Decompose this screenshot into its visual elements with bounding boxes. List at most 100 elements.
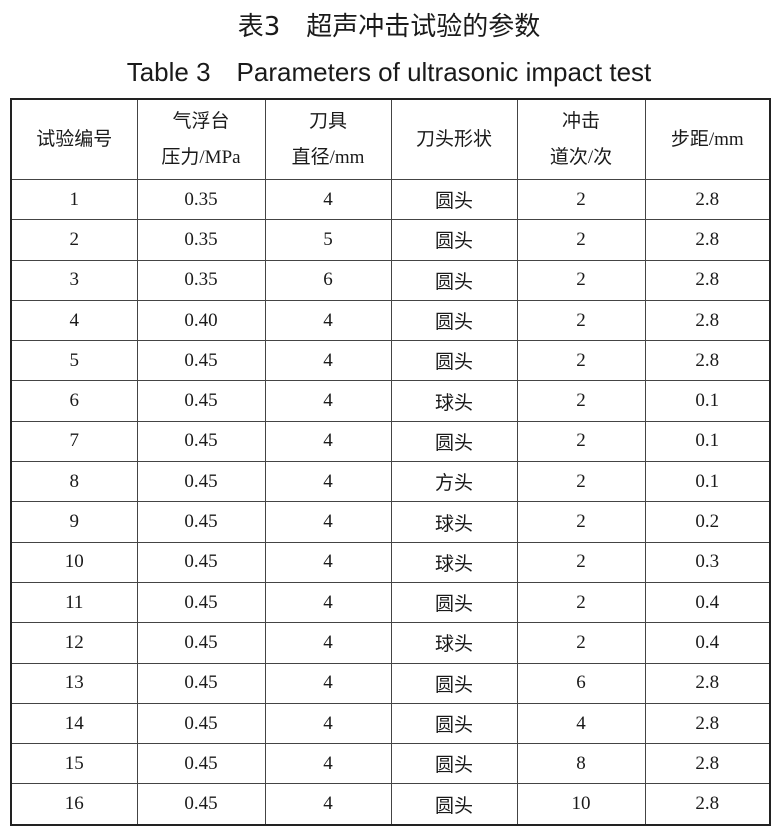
table-cell: 0.4 bbox=[644, 581, 771, 624]
table-cell: 14 bbox=[10, 702, 138, 745]
table-cell: 0.45 bbox=[136, 541, 266, 583]
table-cell: 4 bbox=[264, 420, 392, 463]
table-cell: 2 bbox=[516, 299, 646, 342]
table-cell: 2 bbox=[516, 420, 646, 463]
table-cell: 12 bbox=[10, 622, 138, 664]
table-cell: 10 bbox=[10, 541, 138, 583]
table-cell: 0.4 bbox=[644, 622, 771, 664]
table-cell: 8 bbox=[516, 743, 646, 785]
table-cell: 4 bbox=[264, 541, 392, 583]
table-row: 9 0.45 4 球头 2 0.2 bbox=[10, 501, 771, 543]
table-cell: 圆头 bbox=[390, 783, 518, 826]
table-cell: 2.8 bbox=[644, 259, 771, 301]
table-row: 15 0.45 4 圆头 8 2.8 bbox=[10, 743, 771, 785]
table-row: 10 0.45 4 球头 2 0.3 bbox=[10, 541, 771, 583]
table-cell: 0.3 bbox=[644, 541, 771, 583]
table-cell: 2 bbox=[516, 380, 646, 422]
table-cell: 8 bbox=[10, 461, 138, 503]
table-cell: 1 bbox=[10, 178, 138, 221]
table-cell: 2.8 bbox=[644, 299, 771, 342]
table-cell: 圆头 bbox=[390, 420, 518, 463]
table-cell: 4 bbox=[264, 743, 392, 785]
header-cell: 气浮台压力/MPa bbox=[136, 98, 266, 180]
table-cell: 15 bbox=[10, 743, 138, 785]
table-cell: 0.35 bbox=[136, 219, 266, 261]
table-cell: 6 bbox=[264, 259, 392, 301]
table-cell: 圆头 bbox=[390, 219, 518, 261]
title-en: Table 3 Parameters of ultrasonic impact … bbox=[126, 57, 652, 87]
table-cell: 圆头 bbox=[390, 743, 518, 785]
table-cell: 4 bbox=[264, 581, 392, 624]
header-cell: 试验编号 bbox=[10, 98, 138, 180]
table-cell: 0.45 bbox=[136, 340, 266, 382]
table-row: 13 0.45 4 圆头 6 2.8 bbox=[10, 662, 771, 704]
table-cell: 3 bbox=[10, 259, 138, 301]
table-cell: 圆头 bbox=[390, 340, 518, 382]
table-row: 7 0.45 4 圆头 2 0.1 bbox=[10, 420, 771, 463]
header-cell: 冲击 道次/次 bbox=[516, 98, 646, 180]
table-cell: 圆头 bbox=[390, 259, 518, 301]
table-cell: 2 bbox=[516, 219, 646, 261]
table-cell: 2.8 bbox=[644, 743, 771, 785]
table-cell: 0.40 bbox=[136, 299, 266, 342]
table-cell: 7 bbox=[10, 420, 138, 463]
table-cell: 0.2 bbox=[644, 501, 771, 543]
table-cell: 2 bbox=[516, 461, 646, 503]
table-cell: 4 bbox=[264, 340, 392, 382]
table-cell: 4 bbox=[264, 702, 392, 745]
table: 试验编号 气浮台 压力/MPa 刀具 直径/mm 刀头形状 冲击 道次/次 步距/mm 1 0.3… bbox=[10, 98, 771, 826]
table-cell: 圆头 bbox=[390, 662, 518, 704]
table-cell: 圆头 bbox=[390, 702, 518, 745]
table-cell: 2.8 bbox=[644, 783, 771, 826]
table-cell: 0.45 bbox=[136, 461, 266, 503]
table-cell: 0.45 bbox=[136, 662, 266, 704]
table-cell: 0.35 bbox=[136, 259, 266, 301]
table-cell: 0.45 bbox=[136, 380, 266, 422]
table-cell: 圆头 bbox=[390, 299, 518, 342]
table-cell: 5 bbox=[10, 340, 138, 382]
header-cell: 步距/mm bbox=[644, 98, 771, 180]
table-cell: 球头 bbox=[390, 622, 518, 664]
table-cell: 0.45 bbox=[136, 783, 266, 826]
header-text: 气浮台 bbox=[172, 110, 230, 132]
header-text: 压力/MPa bbox=[161, 146, 241, 168]
table-row: 5 0.45 4 圆头 2 2.8 bbox=[10, 340, 771, 382]
table-cell: 4 bbox=[516, 702, 646, 745]
table-cell: 13 bbox=[10, 662, 138, 704]
table-cell: 4 bbox=[264, 380, 392, 422]
table-cell: 0.45 bbox=[136, 501, 266, 543]
header-row: 试验编号 气浮台 压力/MPa 刀具 直径/mm 刀头形状 冲击 道次/次 步距/mm bbox=[10, 98, 771, 180]
table-cell: 9 bbox=[10, 501, 138, 543]
table-row: 11 0.45 4 圆头 2 0.4 bbox=[10, 581, 771, 624]
table-cell: 5 bbox=[264, 219, 392, 261]
table-cell: 0.1 bbox=[644, 461, 771, 503]
table-cell: 4 bbox=[10, 299, 138, 342]
table-cell: 0.45 bbox=[136, 420, 266, 463]
table-cell: 2.8 bbox=[644, 702, 771, 745]
table-cell: 0.35 bbox=[136, 178, 266, 221]
table-cell: 圆头 bbox=[390, 178, 518, 221]
table-cell: 4 bbox=[264, 622, 392, 664]
table-cell: 10 bbox=[516, 783, 646, 826]
table-cell: 4 bbox=[264, 461, 392, 503]
table-cell: 2.8 bbox=[644, 662, 771, 704]
table-row: 14 0.45 4 圆头 4 2.8 bbox=[10, 702, 771, 745]
header-text: 步距/mm bbox=[670, 128, 744, 150]
table-cell: 球头 bbox=[390, 380, 518, 422]
table-cell: 2 bbox=[516, 501, 646, 543]
header-text: 刀头形状 bbox=[415, 128, 492, 150]
table-cell: 4 bbox=[264, 501, 392, 543]
table-cell: 6 bbox=[10, 380, 138, 422]
table-cell: 4 bbox=[264, 178, 392, 221]
table-cell: 2 bbox=[516, 622, 646, 664]
table-cell: 2.8 bbox=[644, 340, 771, 382]
header-text: 道次/次 bbox=[549, 146, 613, 168]
table-cell: 0.45 bbox=[136, 622, 266, 664]
table-cell: 16 bbox=[10, 783, 138, 826]
table-row: 6 0.45 4 球头 2 0.1 bbox=[10, 380, 771, 422]
table-cell: 0.1 bbox=[644, 420, 771, 463]
table-cell: 2 bbox=[516, 340, 646, 382]
table-row: 4 0.40 4 圆头 2 2.8 bbox=[10, 299, 771, 342]
table-cell: 球头 bbox=[390, 501, 518, 543]
